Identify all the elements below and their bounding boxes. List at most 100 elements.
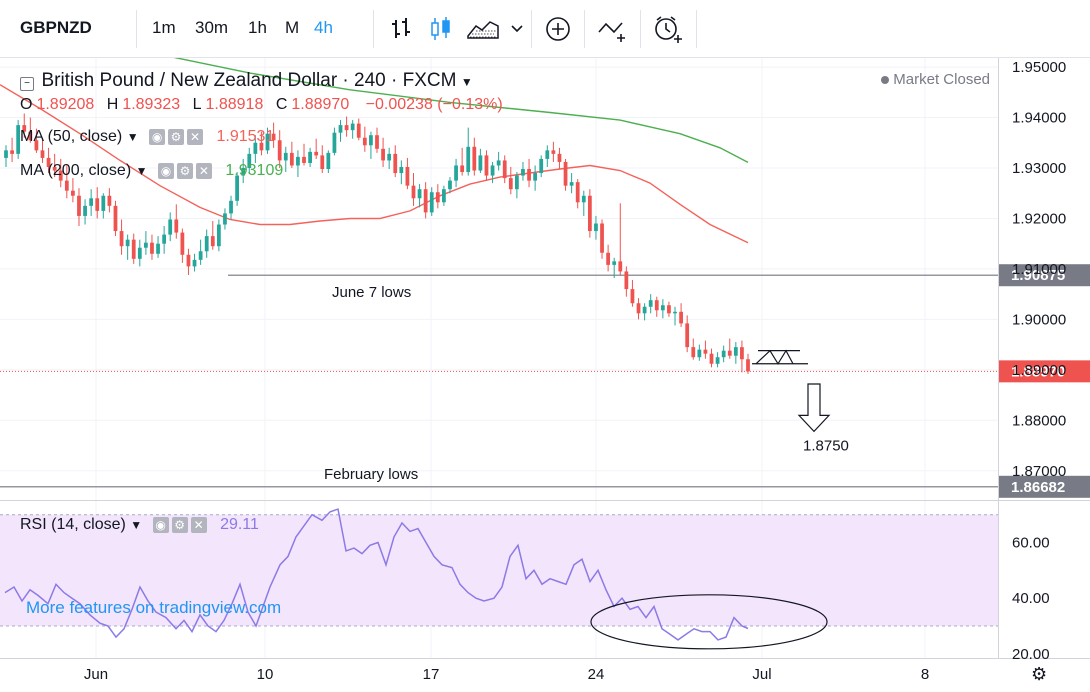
candles-icon[interactable] (427, 14, 455, 44)
candle (192, 253, 197, 272)
candle-body (454, 165, 458, 181)
candle (259, 131, 264, 156)
candle-body (22, 125, 27, 132)
candle-body (448, 180, 452, 190)
candle-body (563, 161, 568, 186)
rsi-axis-label: 60.00 (1012, 535, 1050, 552)
candle (606, 244, 611, 272)
gear-icon[interactable]: ⚙ (1031, 664, 1047, 685)
close-icon[interactable]: ✕ (187, 129, 204, 145)
eye-icon[interactable]: ◉ (157, 163, 174, 179)
tradingview-promo-link[interactable]: More features on tradingview.com (26, 598, 282, 617)
candle-body (223, 213, 227, 225)
target-label: 1.8750 (803, 438, 849, 455)
candle-body (369, 135, 373, 146)
level-price-tag-text: 1.86682 (1011, 479, 1065, 496)
close-icon[interactable]: ✕ (195, 163, 212, 179)
candle-body (89, 198, 94, 206)
interval-4h[interactable]: 4h (314, 18, 333, 37)
candle (320, 145, 325, 174)
bar-chart-icon[interactable] (388, 14, 416, 44)
candle (28, 117, 33, 143)
chevron-down-icon[interactable]: ▼ (126, 130, 139, 145)
candle-body (283, 152, 288, 161)
plus-circle-icon[interactable] (543, 14, 573, 44)
candle (703, 340, 708, 359)
candle (101, 193, 106, 219)
candle-body (289, 152, 294, 166)
candle (52, 153, 57, 178)
candle (630, 280, 635, 307)
collapse-icon[interactable]: − (20, 77, 34, 91)
candle (563, 158, 568, 191)
gear-icon[interactable]: ⚙ (168, 129, 185, 145)
candle-body (691, 347, 696, 358)
candle (600, 219, 604, 259)
candle-body (332, 132, 337, 153)
candle (502, 155, 507, 184)
interval-1h[interactable]: 1h (248, 18, 267, 37)
candle (125, 234, 130, 260)
candle-body (210, 236, 215, 247)
close-value: 1.88970 (291, 96, 350, 113)
rsi-band (0, 514, 998, 626)
candle (296, 150, 300, 178)
candle (508, 166, 513, 195)
rsi-series (0, 508, 998, 650)
candle (381, 137, 385, 167)
alert-clock-icon[interactable] (652, 14, 686, 44)
time-axis-label: Jul (752, 666, 771, 683)
price-axis-label: 1.94000 (1012, 110, 1066, 127)
candle (210, 220, 215, 250)
area-chart-icon[interactable] (466, 14, 500, 44)
gear-icon[interactable]: ⚙ (176, 163, 193, 179)
chevron-down-icon[interactable]: ▼ (135, 164, 148, 179)
candle-body (77, 195, 81, 216)
chevron-down-icon[interactable] (508, 14, 526, 44)
level-price-tag-text: 1.90875 (1011, 267, 1065, 284)
candle-body (636, 303, 641, 314)
eye-icon[interactable]: ◉ (149, 129, 166, 145)
chart-area[interactable]: June 7 lows 1.90875 February lows 1.86682 1.… (0, 58, 1090, 692)
chevron-down-icon[interactable]: ▼ (460, 75, 473, 89)
indicators-icon[interactable] (596, 14, 632, 44)
candle-body (612, 261, 617, 265)
interval-month[interactable]: M (285, 18, 300, 37)
candle-body (466, 146, 471, 173)
candle-body (119, 231, 124, 247)
eye-icon[interactable]: ◉ (152, 517, 169, 533)
candle-body (527, 169, 531, 181)
candle-body (539, 158, 544, 174)
symbol-search[interactable]: GBPNZD (20, 18, 92, 37)
candle (34, 128, 39, 153)
close-icon[interactable]: ✕ (190, 517, 207, 533)
annotations: 1.8750 (752, 349, 849, 455)
time-axis-label: 24 (588, 666, 605, 683)
candle-body (174, 219, 179, 233)
candle (460, 147, 465, 176)
candle (369, 131, 373, 159)
candle (235, 172, 240, 206)
candle (679, 303, 683, 327)
ma200-value: 1.93109 (225, 162, 284, 180)
candle (71, 178, 75, 203)
price-axis-label: 1.95000 (1012, 59, 1066, 76)
candle (569, 173, 574, 194)
candle (16, 120, 21, 159)
gear-icon[interactable]: ⚙ (171, 517, 188, 533)
interval-1m[interactable]: 1m (152, 18, 176, 37)
candle (356, 118, 361, 141)
candle-body (429, 192, 434, 213)
chevron-down-icon[interactable]: ▼ (130, 518, 143, 533)
candle (271, 122, 276, 148)
candle-body (387, 153, 392, 161)
candle-body (101, 195, 106, 211)
candle (442, 185, 446, 206)
candle-body (654, 300, 659, 311)
candle-body (746, 359, 750, 372)
candle-body (594, 223, 598, 232)
interval-30m[interactable]: 30m (195, 18, 229, 37)
price-axis-label: 1.88000 (1012, 412, 1066, 429)
candle-body (162, 234, 167, 244)
